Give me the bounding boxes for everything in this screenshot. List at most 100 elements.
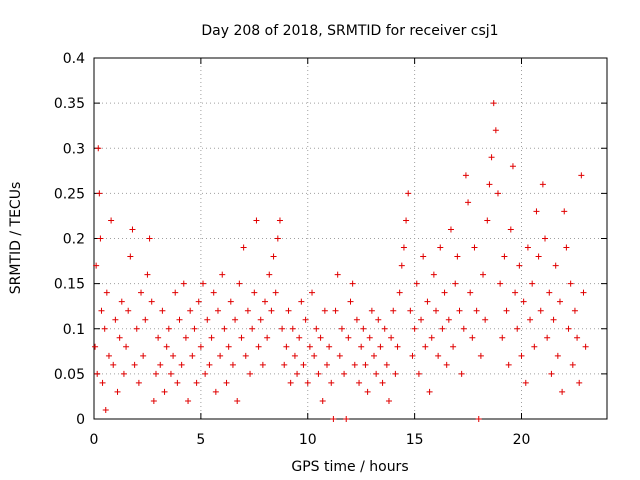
data-point	[323, 361, 330, 368]
data-point	[262, 298, 268, 305]
data-point	[507, 226, 514, 233]
data-point	[212, 388, 219, 395]
y-tick-label: 0.1	[63, 322, 85, 338]
data-point	[509, 163, 516, 170]
data-point	[208, 334, 215, 341]
data-point	[358, 343, 365, 350]
axis-ticks: 0 0.05 0.1 0.15 0.2 0.25 0.3 0.35 0.4 0 5 10 15 20	[54, 51, 607, 448]
data-point	[101, 325, 108, 332]
data-point	[176, 316, 183, 323]
data-point	[189, 352, 196, 359]
data-point	[424, 298, 431, 305]
data-point	[482, 316, 489, 323]
data-point	[227, 298, 234, 305]
data-point	[131, 361, 138, 368]
data-point	[238, 334, 245, 341]
data-point	[193, 379, 200, 386]
data-point	[103, 289, 110, 296]
data-point	[343, 416, 350, 422]
data-point	[494, 190, 501, 197]
data-point	[317, 334, 324, 341]
data-point	[98, 307, 105, 314]
data-point	[533, 208, 540, 215]
x-tick-label: 5	[196, 432, 205, 448]
data-point	[360, 325, 367, 332]
data-point	[306, 343, 313, 350]
data-point	[392, 370, 399, 377]
data-point	[488, 154, 495, 161]
y-tick-label: 0.05	[54, 367, 85, 383]
data-point	[462, 172, 469, 179]
data-point	[377, 343, 384, 350]
data-point	[548, 370, 555, 377]
data-point	[452, 280, 459, 287]
y-tick-label: 0.3	[63, 141, 85, 157]
data-point	[433, 307, 439, 314]
y-tick-label: 0	[76, 412, 85, 428]
data-point	[390, 307, 397, 314]
data-point	[214, 307, 221, 314]
data-point	[251, 289, 258, 296]
y-axis-label: SRMTID / TECUs	[8, 182, 24, 295]
data-point	[142, 316, 149, 323]
data-point	[499, 334, 506, 341]
data-point	[296, 334, 303, 341]
data-point	[138, 289, 145, 296]
data-point	[576, 379, 583, 386]
data-point	[394, 343, 401, 350]
data-point	[157, 361, 164, 368]
data-point	[223, 379, 230, 386]
data-point	[437, 244, 444, 251]
data-point	[351, 361, 358, 368]
data-point	[319, 397, 326, 404]
data-point	[110, 361, 117, 368]
data-point	[336, 352, 343, 359]
data-point	[334, 271, 341, 278]
data-point	[554, 352, 561, 359]
data-point	[497, 280, 504, 287]
data-point	[279, 325, 286, 332]
data-point	[556, 298, 563, 305]
data-point	[469, 334, 476, 341]
data-point	[398, 262, 405, 269]
data-point	[567, 280, 574, 287]
data-point	[105, 352, 112, 359]
data-point	[165, 325, 172, 332]
data-point	[95, 145, 102, 152]
data-point	[400, 244, 407, 251]
data-point	[574, 334, 581, 341]
data-point	[529, 280, 536, 287]
data-point	[315, 370, 322, 377]
data-point	[266, 271, 273, 278]
data-point	[294, 370, 301, 377]
data-point	[200, 280, 207, 287]
data-point	[148, 298, 155, 305]
data-point	[289, 325, 296, 332]
data-point	[428, 334, 435, 341]
data-point	[505, 361, 512, 368]
data-point	[185, 397, 192, 404]
data-point	[102, 406, 109, 413]
data-point	[435, 352, 442, 359]
data-point	[170, 352, 177, 359]
data-point	[527, 316, 534, 323]
data-point	[546, 289, 553, 296]
data-point	[313, 325, 320, 332]
data-point	[338, 325, 345, 332]
data-point	[257, 316, 264, 323]
data-point	[341, 370, 348, 377]
y-tick-label: 0.35	[54, 96, 85, 112]
data-point	[274, 235, 281, 242]
data-point	[302, 316, 309, 323]
data-point	[539, 181, 546, 188]
data-point	[114, 388, 121, 395]
data-point	[375, 316, 382, 323]
data-point	[385, 397, 392, 404]
x-tick-label: 0	[90, 432, 99, 448]
data-point	[159, 307, 166, 314]
x-tick-label: 10	[299, 432, 317, 448]
data-point	[253, 217, 260, 224]
data-point	[108, 217, 115, 224]
data-point	[221, 325, 228, 332]
data-point	[407, 307, 414, 314]
